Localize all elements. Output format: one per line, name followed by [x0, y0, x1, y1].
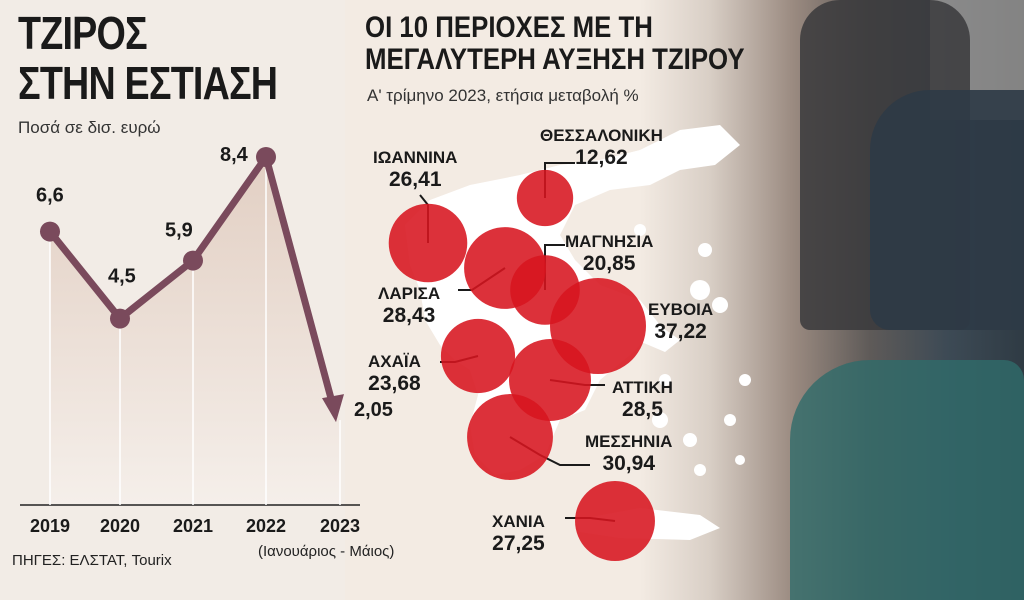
data-label-2023: 2,05 — [354, 399, 393, 421]
map-subtitle: Α' τρίμηνο 2023, ετήσια μεταβολή % — [367, 86, 639, 105]
source-note: ΠΗΓΕΣ: ΕΛΣΤΑΤ, Tourix — [12, 552, 172, 569]
region-name: ΑΧΑΪΑ — [368, 352, 421, 371]
region-value: 20,85 — [582, 252, 636, 275]
region-name: ΑΤΤΙΚΗ — [612, 378, 673, 397]
map-label-ΑΤΤΙΚΗ: ΑΤΤΙΚΗ 28,5 — [612, 378, 673, 422]
region-value: 27,25 — [492, 532, 545, 555]
region-name: ΕΥΒΟΙΑ — [648, 300, 714, 319]
line-chart-title-line1: ΤΖΙΡΟΣ — [18, 7, 148, 59]
region-name: ΙΩΑΝΝΙΝΑ — [373, 148, 458, 167]
region-value: 30,94 — [602, 452, 656, 475]
region-value: 28,43 — [382, 304, 436, 327]
point-2019 — [40, 221, 60, 242]
region-name: ΜΑΓΝΗΣΙΑ — [565, 232, 654, 251]
data-label-2022: 8,4 — [220, 144, 249, 166]
region-value: 23,68 — [368, 372, 421, 395]
background-photo-chair — [790, 360, 1024, 600]
bubble-ΑΧΑΪΑ — [440, 318, 516, 394]
line-chart-title-line2: ΣΤΗΝ ΕΣΤΙΑΣΗ — [18, 57, 278, 109]
bubble-ΙΩΑΝΝΙΝΑ — [388, 203, 468, 283]
bubble-map — [388, 162, 655, 561]
map-label-ΑΧΑΪΑ: ΑΧΑΪΑ 23,68 — [368, 352, 421, 396]
x-tick-label-2019: 2019 — [30, 516, 70, 536]
data-label-2020: 4,5 — [108, 266, 136, 288]
map-label-ΘΕΣΣΑΛΟΝΙΚΗ: ΘΕΣΣΑΛΟΝΙΚΗ 12,62 — [540, 126, 663, 170]
period-note: (Ιανουάριος - Μάιος) — [258, 543, 395, 560]
map-title-line2: ΜΕΓΑΛΥΤΕΡΗ ΑΥΞΗΣΗ ΤΖΙΡΟΥ — [365, 43, 745, 76]
x-tick-label-2022: 2022 — [246, 516, 286, 536]
bubble-ΜΕΣΣΗΝΙΑ — [467, 394, 553, 480]
map-title-line1: ΟΙ 10 ΠΕΡΙΟΧΕΣ ΜΕ ΤΗ — [365, 11, 653, 44]
x-tick-label-2023: 2023 — [320, 516, 360, 536]
region-value: 26,41 — [388, 168, 442, 191]
map-label-ΛΑΡΙΣΑ: ΛΑΡΙΣΑ 28,43 — [378, 284, 440, 328]
data-label-2019: 6,6 — [36, 185, 64, 207]
region-name: ΛΑΡΙΣΑ — [378, 284, 441, 303]
line-area-fill — [50, 157, 340, 505]
map-label-ΜΑΓΝΗΣΙΑ: ΜΑΓΝΗΣΙΑ 20,85 — [565, 232, 653, 276]
region-name: ΧΑΝΙΑ — [492, 512, 545, 531]
bubble-ΘΕΣΣΑΛΟΝΙΚΗ — [516, 169, 574, 227]
line-chart-title: ΤΖΙΡΟΣ ΣΤΗΝ ΕΣΤΙΑΣΗ — [18, 8, 289, 108]
x-tick-label-2021: 2021 — [173, 516, 213, 536]
background-photo-customer — [870, 90, 1024, 330]
region-value: 28,5 — [622, 398, 663, 421]
region-name: ΘΕΣΣΑΛΟΝΙΚΗ — [540, 126, 663, 145]
map-label-ΙΩΑΝΝΙΝΑ: ΙΩΑΝΝΙΝΑ 26,41 — [373, 148, 457, 192]
region-name: ΜΕΣΣΗΝΙΑ — [585, 432, 673, 451]
data-label-2021: 5,9 — [165, 220, 193, 242]
point-2022 — [256, 147, 276, 167]
bubble-ΧΑΝΙΑ — [575, 481, 655, 561]
x-tick-label-2020: 2020 — [100, 516, 140, 536]
point-2021 — [183, 250, 203, 271]
map-label-ΧΑΝΙΑ: ΧΑΝΙΑ 27,25 — [492, 512, 545, 556]
point-arrow-2023 — [322, 394, 344, 423]
map-label-ΕΥΒΟΙΑ: ΕΥΒΟΙΑ 37,22 — [648, 300, 713, 344]
bubble-ΛΑΡΙΣΑ — [464, 227, 546, 309]
line-chart: 6,6 4,5 5,9 8,4 2,05 2019 2020 2021 2022 2023 — [20, 144, 393, 536]
map-title: ΟΙ 10 ΠΕΡΙΟΧΕΣ ΜΕ ΤΗ ΜΕΓΑΛΥΤΕΡΗ ΑΥΞΗΣΗ Τ… — [365, 12, 761, 76]
map-label-ΜΕΣΣΗΝΙΑ: ΜΕΣΣΗΝΙΑ 30,94 — [585, 432, 672, 476]
point-2020 — [110, 308, 130, 329]
region-value: 12,62 — [575, 146, 628, 169]
line-chart-subtitle: Ποσά σε δισ. ευρώ — [18, 118, 161, 137]
region-value: 37,22 — [654, 320, 707, 343]
